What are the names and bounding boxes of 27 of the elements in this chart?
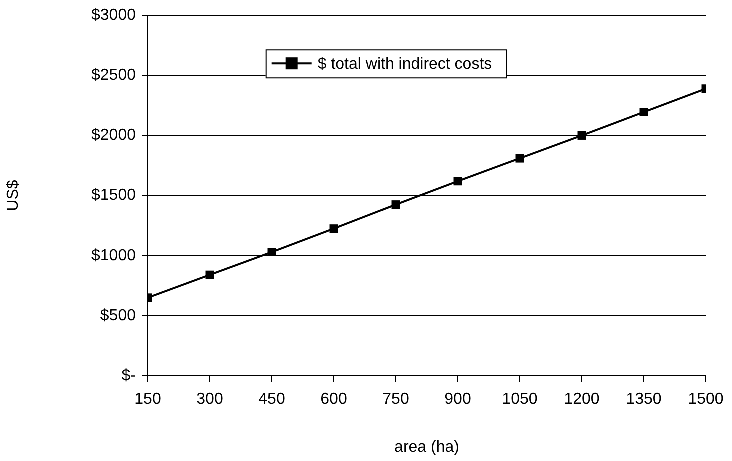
point	[206, 270, 214, 280]
x-tick-label: 300	[196, 391, 224, 408]
y-axis-title: US$	[5, 180, 22, 212]
y-tick-label: $500	[100, 307, 136, 324]
point	[454, 177, 462, 186]
x-tick-label: 150	[134, 391, 162, 408]
y-tick-label: $2500	[92, 67, 136, 84]
x-tick-label: 750	[382, 391, 410, 408]
point	[578, 131, 586, 140]
point	[516, 154, 524, 163]
y-tick-label: $2000	[92, 127, 136, 144]
y-tick-label: $3000	[92, 7, 136, 24]
x-axis-title: area (ha)	[394, 438, 460, 456]
x-tick-label: 450	[258, 391, 286, 408]
point	[392, 200, 400, 210]
point	[330, 224, 338, 234]
y-tick-label: $1000	[92, 247, 136, 264]
legend-label: $ total with indirect costs	[318, 56, 492, 74]
y-tick-label: $-	[122, 367, 136, 384]
x-tick-label: 1200	[564, 391, 600, 408]
x-tick-label: 1050	[502, 391, 538, 408]
x-tick-label: 900	[444, 391, 472, 408]
y-tick-label: $1500	[92, 187, 136, 204]
x-tick-label: 600	[320, 391, 348, 408]
x-tick-label: 1350	[626, 391, 662, 408]
point	[640, 108, 648, 117]
x-tick-label: 1500	[688, 391, 724, 408]
